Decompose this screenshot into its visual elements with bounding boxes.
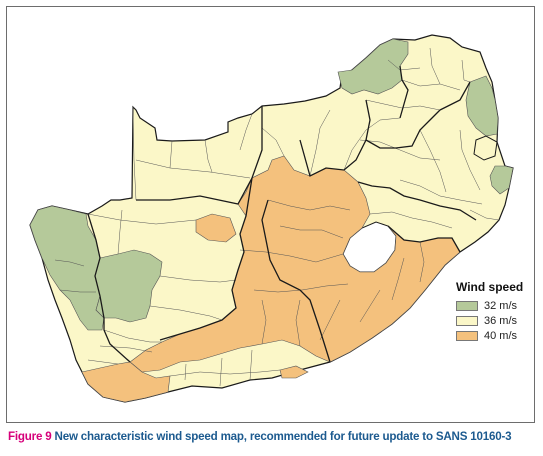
legend-swatch-36 [456, 315, 478, 326]
zone-32-west-central [94, 249, 163, 323]
legend-label-36: 36 m/s [484, 314, 518, 327]
legend-swatch-40 [456, 330, 478, 341]
legend-label-40: 40 m/s [484, 329, 518, 342]
legend: Wind speed 32 m/s 36 m/s 40 m/s [456, 280, 536, 343]
legend-title: Wind speed [456, 280, 524, 294]
figure-label: Figure 9 [8, 430, 52, 443]
legend-item-40: 40 m/s [456, 328, 536, 343]
legend-item-32: 32 m/s [456, 298, 536, 313]
zone-40-regions [81, 155, 461, 403]
caption-text: New characteristic wind speed map, recom… [54, 430, 512, 443]
zone-40-south-coast [279, 365, 309, 379]
legend-label-32: 32 m/s [484, 299, 518, 312]
zone-32-regions [29, 38, 514, 331]
legend-item-36: 36 m/s [456, 313, 536, 328]
provincial-boundaries [87, 65, 477, 363]
zone-32-east [465, 75, 499, 137]
legend-swatch-32 [456, 300, 478, 311]
zone-32-northeast [489, 165, 514, 195]
wind-speed-map [29, 34, 514, 403]
zone-40-west-patch [195, 213, 237, 243]
eswatini-outline [473, 135, 498, 161]
figure-caption: Figure 9 New characteristic wind speed m… [8, 430, 538, 443]
